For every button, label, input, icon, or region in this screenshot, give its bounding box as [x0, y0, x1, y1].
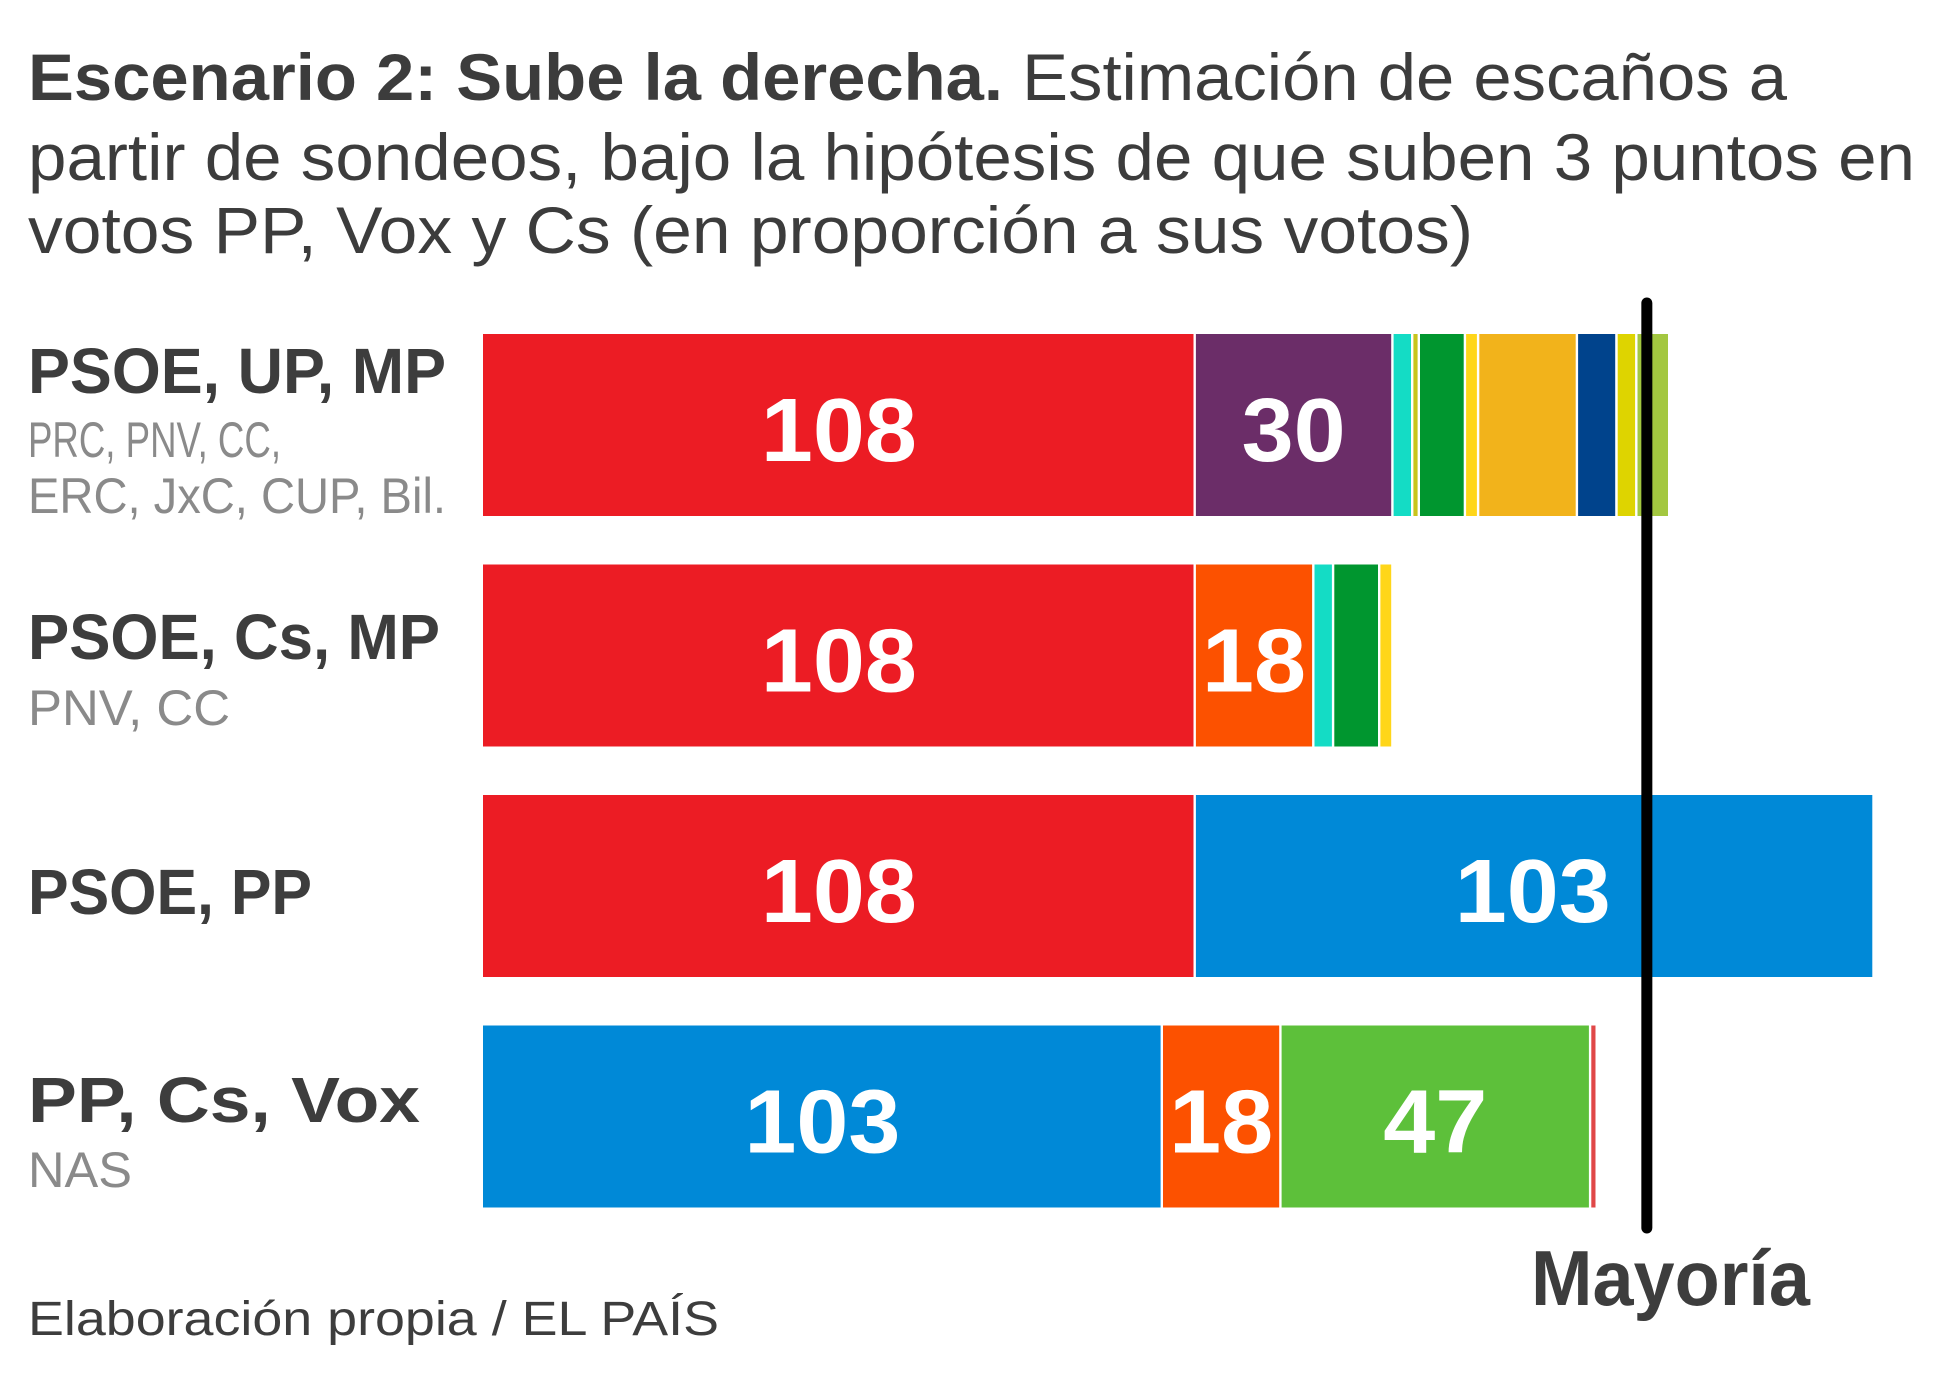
- title-line: partir de sondeos, bajo la hipótesis de …: [28, 120, 1915, 194]
- title-regular: votos PP, Vox y Cs (en proporción a sus …: [28, 193, 1473, 267]
- bar-segment-up: [1195, 334, 1392, 516]
- chart-title: Escenario 2: Sube la derecha. Estimación…: [28, 40, 1915, 267]
- segment-value-label: 30: [1242, 381, 1346, 481]
- bar-segment-vox: [1281, 1025, 1589, 1208]
- bar-segment-pp: [483, 1025, 1161, 1208]
- bar-segment-nas: [1591, 1025, 1596, 1208]
- bar-row: 108 30: [483, 334, 1668, 516]
- coalition-label: PSOE, PP: [28, 856, 312, 928]
- bar-segment-cc: [1466, 334, 1477, 516]
- title-regular: Estimación de escaños a: [1003, 40, 1787, 114]
- segment-value-label: 108: [761, 381, 917, 481]
- title-line: votos PP, Vox y Cs (en proporción a sus …: [28, 193, 1473, 267]
- bar-segment-cs: [1163, 1025, 1280, 1208]
- bar-row: 103 18 47: [483, 1025, 1596, 1208]
- coalition-label: PSOE, Cs, MP: [28, 601, 440, 673]
- stacked-bars: 108 30 108 18 108 103 103 18 47: [483, 334, 1873, 1208]
- segment-value-label: 108: [761, 842, 917, 942]
- bar-segment-jxc: [1578, 334, 1616, 516]
- coalition-sublabel: ERC, JxC, CUP, Bil.: [28, 468, 446, 524]
- coalition-sublabel: PRC, PNV, CC,: [28, 412, 281, 468]
- segment-value-label: 47: [1383, 1073, 1487, 1173]
- bar-segment-psoe: [483, 334, 1194, 516]
- title-bold: Escenario 2: Sube la derecha.: [28, 40, 1003, 114]
- source-credit: Elaboración propia / EL PAÍS: [28, 1293, 719, 1346]
- bar-segment-pnv: [1334, 564, 1378, 747]
- segment-value-label: 103: [1455, 842, 1611, 942]
- bar-segment-pnv: [1420, 334, 1464, 516]
- bar-segment-mp: [1393, 334, 1411, 516]
- bar-segment-pp: [1195, 795, 1873, 977]
- coalition-label: PSOE, UP, MP: [28, 335, 446, 407]
- bar-row: 108 18: [483, 564, 1392, 747]
- bar-segment-prc: [1413, 334, 1418, 516]
- segment-value-label: 18: [1202, 612, 1306, 712]
- title-line: Escenario 2: Sube la derecha. Estimación…: [28, 40, 1787, 114]
- title-regular: partir de sondeos, bajo la hipótesis de …: [28, 120, 1915, 194]
- coalition-sublabel: NAS: [28, 1142, 132, 1198]
- segment-value-label: 18: [1169, 1073, 1273, 1173]
- bar-segment-psoe: [483, 564, 1194, 747]
- bar-segment-mp: [1314, 564, 1332, 747]
- bar-segment-cc: [1380, 564, 1392, 747]
- coalition-sublabel: PNV, CC: [28, 680, 230, 736]
- segment-value-label: 103: [744, 1073, 900, 1173]
- bar-segment-erc: [1479, 334, 1576, 516]
- coalition-label: PP, Cs, Vox: [28, 1064, 420, 1136]
- bar-segment-cs: [1195, 564, 1313, 747]
- bar-row: 108 103: [483, 795, 1873, 977]
- bar-segment-cup: [1617, 334, 1636, 516]
- majority-label: Mayoría: [1531, 1234, 1811, 1322]
- bar-segment-psoe: [483, 795, 1194, 977]
- segment-value-label: 108: [761, 612, 917, 712]
